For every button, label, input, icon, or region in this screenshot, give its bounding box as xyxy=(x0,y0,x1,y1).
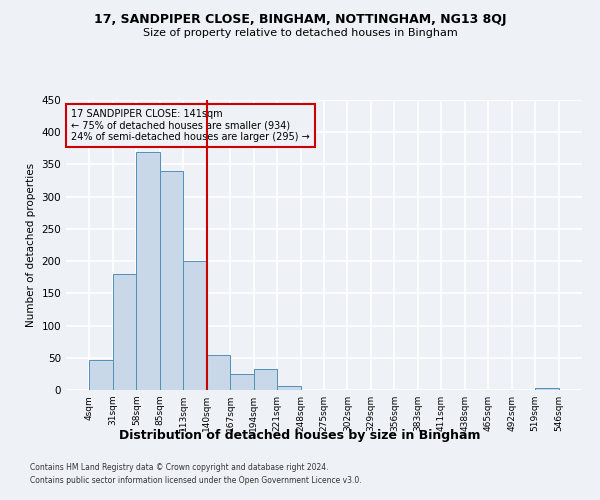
Bar xyxy=(113,274,136,390)
Bar xyxy=(230,374,254,390)
Bar xyxy=(535,388,559,390)
Bar xyxy=(136,152,160,390)
Bar xyxy=(160,171,183,390)
Y-axis label: Number of detached properties: Number of detached properties xyxy=(26,163,36,327)
Text: 17 SANDPIPER CLOSE: 141sqm
← 75% of detached houses are smaller (934)
24% of sem: 17 SANDPIPER CLOSE: 141sqm ← 75% of deta… xyxy=(71,108,310,142)
Text: Contains HM Land Registry data © Crown copyright and database right 2024.: Contains HM Land Registry data © Crown c… xyxy=(30,464,329,472)
Text: Size of property relative to detached houses in Bingham: Size of property relative to detached ho… xyxy=(143,28,457,38)
Text: Distribution of detached houses by size in Bingham: Distribution of detached houses by size … xyxy=(119,428,481,442)
Text: Contains public sector information licensed under the Open Government Licence v3: Contains public sector information licen… xyxy=(30,476,362,485)
Text: 17, SANDPIPER CLOSE, BINGHAM, NOTTINGHAM, NG13 8QJ: 17, SANDPIPER CLOSE, BINGHAM, NOTTINGHAM… xyxy=(94,12,506,26)
Bar xyxy=(277,386,301,390)
Bar xyxy=(183,261,207,390)
Bar xyxy=(207,355,230,390)
Bar xyxy=(254,368,277,390)
Bar xyxy=(89,360,113,390)
